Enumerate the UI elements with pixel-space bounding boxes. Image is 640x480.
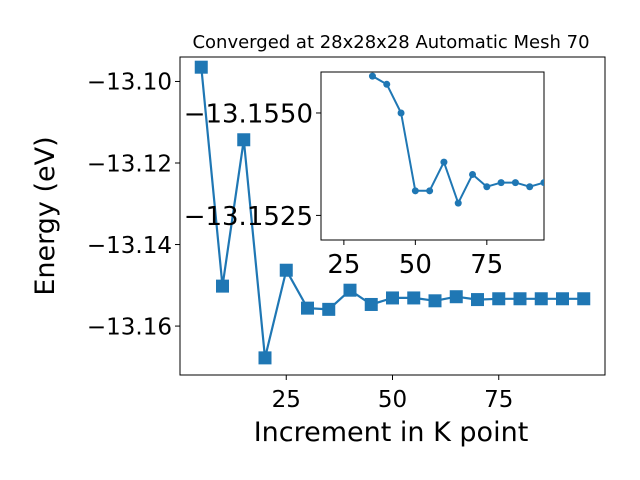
main-data-point — [556, 292, 569, 306]
main-data-point — [471, 293, 484, 307]
main-data-point — [301, 301, 314, 315]
main-x-axis: 25 50 75 — [272, 375, 513, 413]
y-axis-label: Energy (eV) — [30, 136, 61, 295]
inset-data-point — [469, 170, 477, 178]
inset-data-point — [397, 109, 405, 117]
inset-data-point — [368, 72, 376, 80]
inset-x-tick-label: 50 — [399, 250, 432, 280]
inset-plot-frame — [320, 71, 545, 241]
inset-y-tick-label: −13.1550 — [184, 99, 313, 129]
x-axis-label: Increment in K point — [254, 417, 529, 448]
main-y-axis: −13.10 −13.12 −13.14 −13.16 — [87, 70, 180, 340]
main-data-point — [258, 351, 272, 365]
main-data-point — [428, 294, 442, 308]
inset-data-point — [483, 183, 491, 191]
main-y-tick-label: −13.14 — [87, 233, 172, 259]
main-data-point — [364, 297, 378, 311]
main-x-tick-label: 25 — [272, 387, 301, 413]
main-data-point — [534, 292, 548, 306]
main-y-tick-label: −13.10 — [87, 70, 172, 96]
inset-series — [368, 72, 544, 207]
main-x-tick-label: 50 — [378, 387, 407, 413]
main-data-point — [216, 279, 229, 293]
main-x-tick-label: 75 — [484, 387, 513, 413]
inset-data-point — [511, 179, 519, 187]
main-data-point — [577, 292, 591, 306]
inset-x-tick-label: 75 — [470, 250, 503, 280]
main-data-point — [279, 263, 293, 277]
main-data-point — [449, 290, 463, 304]
inset-data-point — [454, 199, 462, 207]
main-data-point — [407, 291, 421, 305]
main-data-point — [194, 60, 208, 74]
main-data-point — [343, 283, 357, 297]
main-data-point — [386, 291, 399, 305]
chart-title: Converged at 28x28x28 Automatic Mesh 70 — [192, 32, 589, 53]
inset-data-point — [440, 158, 448, 166]
inset-y-axis: −13.1550 −13.1525 — [184, 99, 321, 232]
main-y-tick-label: −13.16 — [87, 314, 172, 340]
inset-x-tick-label: 25 — [327, 250, 360, 280]
inset-plot: 25 50 75 −13.1550 −13.1525 — [184, 71, 545, 280]
inset-data-point — [540, 179, 544, 187]
main-data-point — [237, 133, 251, 147]
inset-data-point — [411, 187, 419, 195]
inset-data-point — [497, 179, 505, 187]
main-data-point — [513, 292, 527, 306]
main-series — [194, 60, 591, 365]
inset-y-tick-label: −13.1525 — [184, 202, 313, 232]
inset-data-point — [383, 80, 391, 88]
main-data-point — [322, 302, 336, 316]
inset-data-point — [426, 187, 434, 195]
main-data-point — [492, 292, 506, 306]
inset-data-point — [526, 183, 534, 191]
main-y-tick-label: −13.12 — [87, 151, 172, 177]
inset-x-axis: 25 50 75 — [327, 240, 503, 280]
